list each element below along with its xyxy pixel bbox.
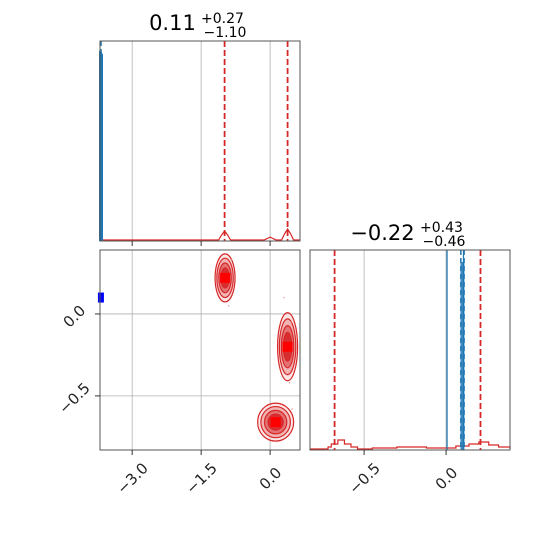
density-reference-point — [97, 292, 104, 303]
density-sample-point — [288, 381, 291, 384]
density-panel: −3.0 −1.5 0.0 0.0 −0.5 — [55, 249, 301, 498]
x-marginal-red-histogram — [100, 227, 300, 241]
x-marginal-title-sup: +0.27 — [201, 11, 244, 27]
density-y-tick-label: 0.0 — [60, 302, 90, 332]
y-marginal-title: −0.22 +0.43 −0.46 — [350, 217, 468, 250]
y-marginal-plot — [310, 250, 511, 450]
x-marginal-ticks — [131, 241, 271, 246]
density-x-tick-label: −1.5 — [182, 459, 220, 497]
x-marginal-panel: 0.11 +0.27 −1.10 — [99, 8, 301, 246]
density-sample-point — [230, 259, 232, 261]
density-sample-point — [291, 408, 293, 410]
y-marginal-title-sup: +0.43 — [420, 220, 463, 236]
density-frame — [99, 249, 301, 451]
x-marginal-frame — [99, 40, 301, 242]
y-marginal-red-histogram — [310, 439, 511, 450]
y-marginal-tick-label: 0.0 — [432, 464, 462, 494]
density-mode-marker — [282, 341, 293, 352]
density-grid — [100, 250, 300, 450]
density-x-tick-label: 0.0 — [256, 464, 286, 494]
y-marginal-title-main: −0.22 — [350, 221, 414, 245]
density-plot — [97, 253, 299, 443]
x-marginal-grid — [131, 41, 271, 241]
y-marginal-blue-spike — [460, 262, 465, 450]
y-marginal-tick-label: −0.5 — [345, 459, 383, 497]
x-marginal-title-main: 0.11 — [149, 11, 196, 35]
x-marginal-title-sub: −1.10 — [204, 25, 247, 41]
density-x-tick-label: −3.0 — [113, 459, 151, 497]
density-mode-marker — [220, 272, 231, 283]
density-mode-marker — [270, 417, 281, 428]
density-sample-point — [283, 296, 285, 299]
density-y-tick-label: −0.5 — [55, 379, 93, 417]
density-sample-point — [227, 304, 230, 307]
density-sample-point — [276, 441, 278, 443]
density-ticks: −3.0 −1.5 0.0 0.0 −0.5 — [55, 302, 285, 498]
y-marginal-panel: −0.5 0.0 −0.22 +0.43 −0.46 — [309, 217, 511, 498]
y-marginal-title-sub: −0.46 — [423, 234, 466, 250]
x-marginal-title: 0.11 +0.27 −1.10 — [149, 8, 249, 41]
density-sample-point — [290, 321, 292, 323]
y-marginal-frame — [309, 249, 511, 451]
y-marginal-ticks: −0.5 0.0 — [345, 450, 461, 498]
y-marginal-grid — [363, 250, 447, 450]
